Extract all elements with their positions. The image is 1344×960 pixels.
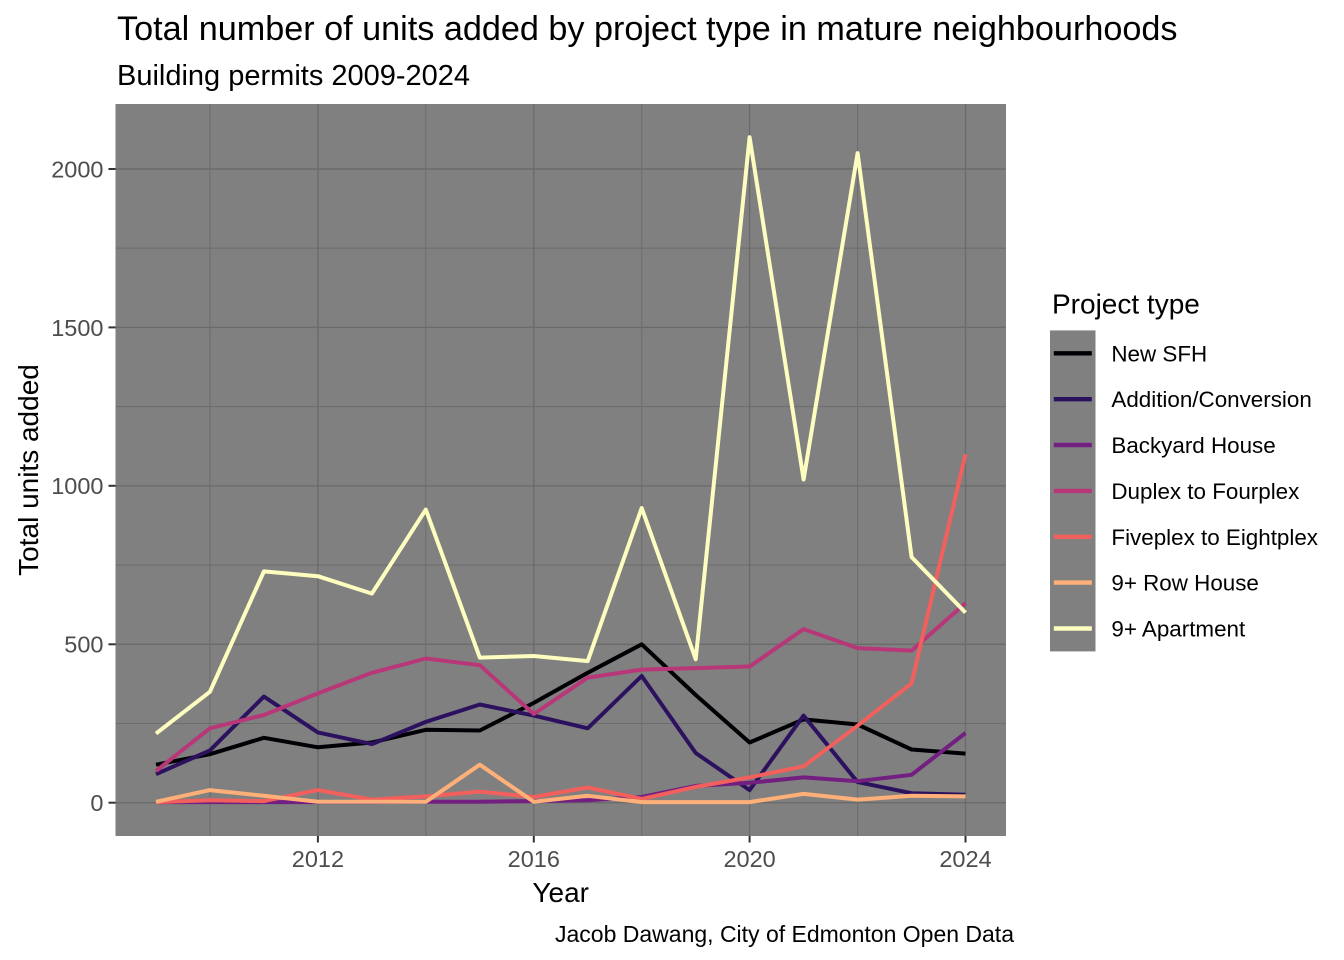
svg-text:2020: 2020 <box>723 846 775 872</box>
svg-text:Building permits 2009-2024: Building permits 2009-2024 <box>117 60 470 92</box>
svg-text:1500: 1500 <box>51 315 103 341</box>
svg-text:9+ Apartment: 9+ Apartment <box>1111 617 1246 642</box>
svg-text:2024: 2024 <box>939 846 991 872</box>
svg-text:2000: 2000 <box>51 156 103 182</box>
svg-text:Project type: Project type <box>1052 289 1200 320</box>
svg-text:Backyard House: Backyard House <box>1111 433 1275 458</box>
svg-text:2016: 2016 <box>508 846 560 872</box>
svg-text:Total number of units added by: Total number of units added by project t… <box>117 10 1177 48</box>
svg-text:Year: Year <box>532 877 589 908</box>
svg-text:2012: 2012 <box>292 846 344 872</box>
svg-text:500: 500 <box>64 632 103 658</box>
svg-text:Jacob Dawang, City of Edmonton: Jacob Dawang, City of Edmonton Open Data <box>555 921 1014 947</box>
svg-text:0: 0 <box>90 790 103 816</box>
svg-text:New SFH: New SFH <box>1111 341 1207 366</box>
svg-text:1000: 1000 <box>51 473 103 499</box>
svg-text:Duplex to Fourplex: Duplex to Fourplex <box>1111 479 1299 504</box>
svg-text:Total units added: Total units added <box>13 364 44 576</box>
svg-text:Addition/Conversion: Addition/Conversion <box>1111 387 1311 412</box>
svg-text:Fiveplex to Eightplex: Fiveplex to Eightplex <box>1111 525 1318 550</box>
svg-text:9+ Row House: 9+ Row House <box>1111 571 1259 596</box>
